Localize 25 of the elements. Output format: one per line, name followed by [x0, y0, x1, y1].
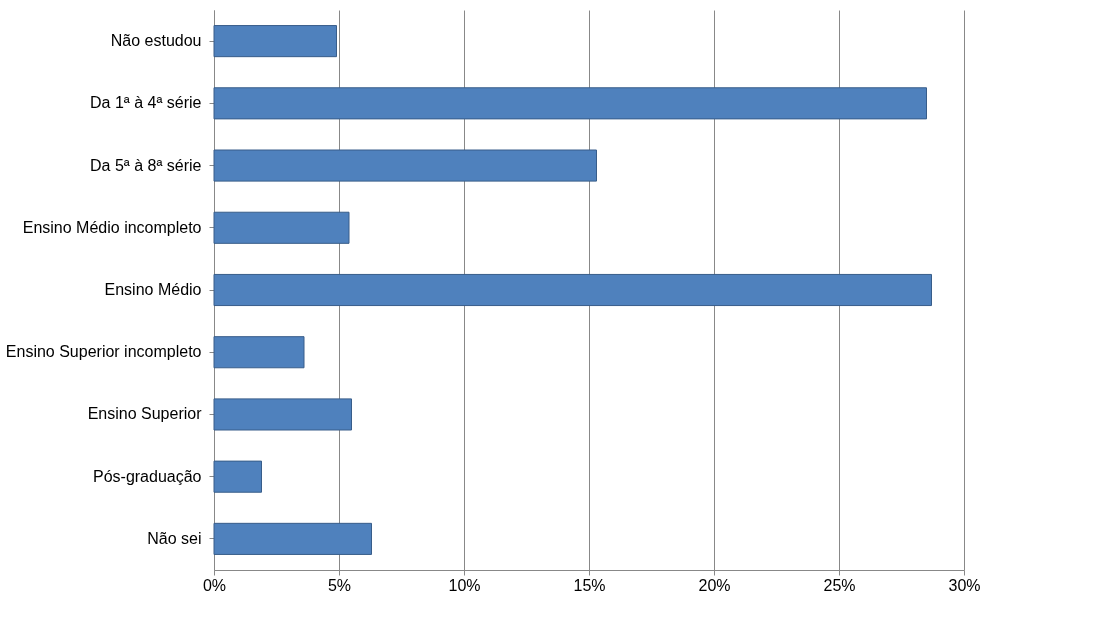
x-tick-label: 30% [948, 576, 981, 594]
y-tick-label: Ensino Médio incompleto [22, 218, 202, 236]
bar [213, 87, 927, 120]
x-tick-label: 25% [823, 576, 856, 594]
x-tick-label: 15% [573, 576, 606, 594]
bar [213, 273, 932, 307]
bar [213, 149, 597, 182]
y-tick-label: Ensino Superior [87, 405, 203, 423]
y-tick-label: Ensino Médio [104, 281, 202, 298]
y-tick-label: Não estudou [110, 32, 202, 50]
bar [213, 522, 372, 555]
x-tick-label: 20% [698, 576, 731, 594]
y-tick-label: Não sei [147, 529, 202, 547]
y-tick-label: Pós-graduação [92, 467, 202, 485]
x-tick-label: 5% [327, 576, 352, 594]
bar [213, 211, 350, 244]
x-tick-label: 10% [448, 576, 481, 594]
bar [213, 460, 262, 493]
bar [213, 25, 337, 58]
y-tick-label: Ensino Superior incompleto [5, 343, 202, 361]
y-tick-label: Da 5ª à 8ª série [90, 156, 202, 174]
bar [213, 398, 352, 431]
y-tick-label: Da 1ª à 4ª série [90, 94, 202, 112]
x-tick-label: 0% [202, 576, 227, 594]
bar [213, 336, 305, 369]
